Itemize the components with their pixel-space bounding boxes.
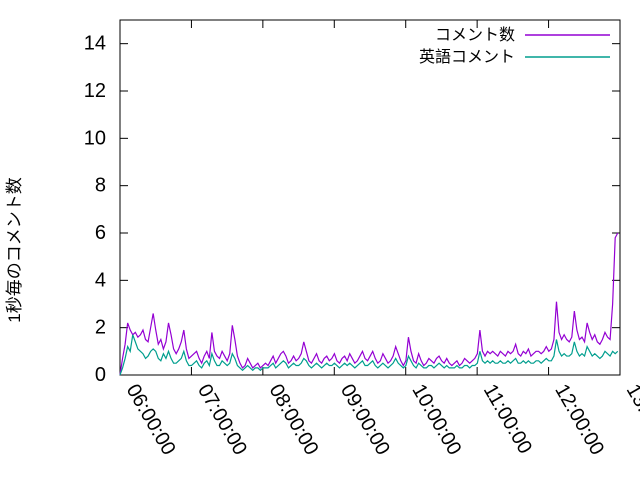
- y-tick-label-10: 10: [84, 127, 106, 149]
- legend-label-comments: コメント数: [435, 26, 515, 44]
- y-tick-label-12: 12: [84, 80, 106, 102]
- comments-count-line[interactable]: [120, 233, 618, 375]
- x-tick-label-6: 12:00:00: [550, 381, 608, 459]
- x-tick-label-3: 09:00:00: [336, 381, 394, 459]
- legend-label-english: 英語コメント: [419, 48, 515, 66]
- plot-border: [120, 20, 620, 375]
- x-tick-label-1: 07:00:00: [193, 381, 251, 459]
- y-tick-label-2: 2: [95, 317, 106, 339]
- y-tick-label-6: 6: [95, 222, 106, 244]
- y-tick-label-14: 14: [84, 33, 106, 55]
- x-tick-label-4: 10:00:00: [407, 381, 465, 459]
- english-comments-line[interactable]: [120, 335, 618, 375]
- x-axis-ticks: 06:00:00 07:00:00 08:00:00 09:00:00 10:00:00…: [120, 20, 640, 459]
- x-tick-label-5: 11:00:00: [479, 381, 536, 458]
- x-tick-label-0: 06:00:00: [122, 381, 180, 459]
- y-axis-ticks: 0 2 4 6 8 10 12 14: [84, 33, 620, 386]
- y-tick-label-0: 0: [95, 364, 106, 386]
- chart-legend: コメント数 英語コメント: [419, 26, 610, 66]
- x-tick-label-7: 13:00:00: [622, 381, 640, 459]
- y-tick-label-8: 8: [95, 175, 106, 197]
- chart-svg: 0 2 4 6 8 10 12 14 06:00:00 07:00:00 08:00:00 09:0…: [0, 0, 640, 480]
- y-tick-label-4: 4: [95, 269, 106, 291]
- line-chart-container: 0 2 4 6 8 10 12 14 06:00:00 07:00:00 08:00:00 09:0…: [0, 0, 640, 480]
- y-axis-label: 1秒毎のコメント数: [5, 177, 24, 322]
- x-tick-label-2: 08:00:00: [265, 381, 323, 459]
